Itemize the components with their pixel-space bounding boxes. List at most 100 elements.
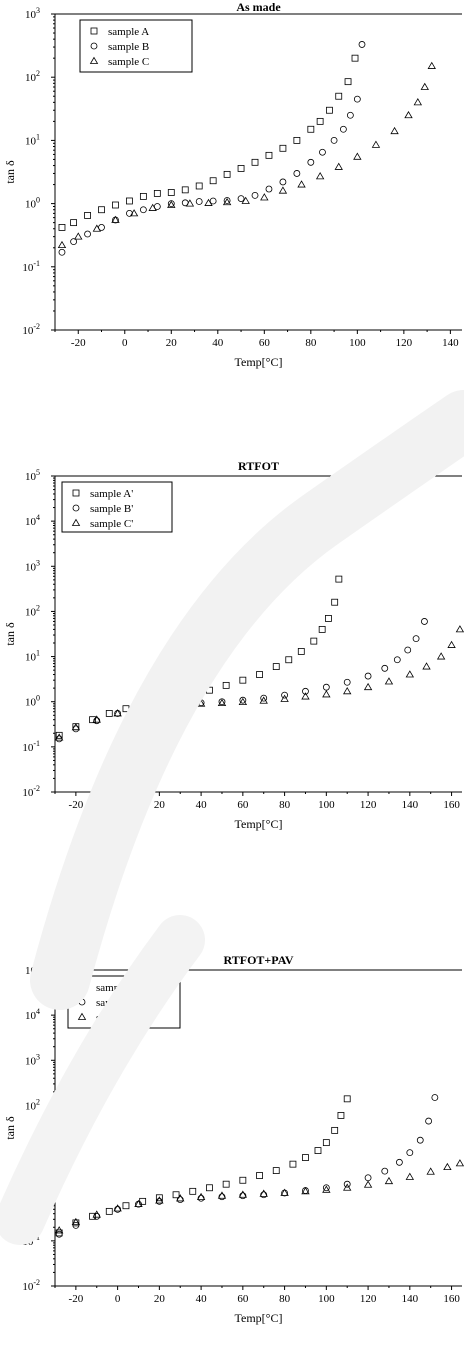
y-tick-label: 103 — [25, 6, 40, 21]
legend-box — [79, 19, 193, 73]
data-point-square — [302, 1154, 309, 1161]
y-tick-label: 102 — [25, 69, 40, 84]
data-point-circle — [293, 170, 301, 177]
data-point-triangle — [278, 186, 288, 194]
data-point-circle — [381, 1167, 389, 1175]
data-point-triangle — [455, 625, 464, 633]
data-point-triangle — [334, 162, 343, 170]
data-point-triangle — [238, 1190, 248, 1198]
data-point-square — [223, 170, 231, 178]
data-point-circle — [195, 198, 203, 205]
data-point-triangle — [405, 1172, 415, 1180]
data-point-square — [181, 186, 189, 194]
data-point-square — [256, 1172, 263, 1179]
x-tick-label: 20 — [154, 1293, 166, 1305]
data-point-triangle — [371, 140, 381, 148]
data-point-square — [307, 125, 315, 133]
chart-title: RTFOT — [238, 459, 279, 473]
data-point-circle — [322, 1184, 330, 1192]
data-point-square — [112, 201, 119, 209]
data-point-square — [189, 1187, 197, 1195]
data-point-circle — [239, 1192, 247, 1200]
y-tick-label: 105 — [25, 962, 40, 977]
data-point-circle — [84, 230, 91, 238]
data-point-circle — [307, 158, 315, 166]
data-point-circle — [343, 678, 351, 686]
data-point-square — [325, 615, 332, 622]
x-tick-label: 100 — [349, 337, 366, 349]
data-point-triangle — [427, 61, 436, 69]
data-point-triangle — [148, 203, 157, 211]
data-point-square — [335, 575, 343, 583]
data-point-square — [206, 686, 213, 694]
data-point-circle — [381, 664, 389, 672]
data-point-triangle — [343, 687, 352, 695]
data-point-circle — [319, 148, 326, 156]
data-point-circle — [431, 1094, 439, 1101]
y-tick-label: 101 — [25, 1143, 40, 1158]
data-point-circle — [353, 95, 361, 103]
x-axis-title: Temp[°C] — [235, 1311, 283, 1325]
y-tick-label: 102 — [25, 1097, 40, 1112]
data-point-square — [265, 151, 273, 159]
data-point-triangle — [260, 193, 269, 201]
data-point-square — [272, 1167, 280, 1175]
data-point-square — [344, 78, 352, 86]
data-point-square — [256, 671, 263, 678]
data-point-circle — [260, 1191, 268, 1199]
data-point-square — [279, 144, 287, 152]
data-point-circle — [223, 197, 231, 204]
x-axis-title: Temp[°C] — [235, 817, 283, 831]
data-point-circle — [364, 1174, 372, 1182]
data-point-square — [126, 197, 133, 205]
legend-label: sample B'' — [96, 997, 141, 1009]
data-point-circle — [393, 656, 401, 664]
data-point-triangle — [259, 1189, 268, 1197]
data-point-triangle — [222, 197, 232, 206]
data-point-square — [251, 158, 259, 166]
data-point-square — [122, 1202, 130, 1210]
data-point-square — [272, 663, 280, 670]
data-point-triangle — [301, 1187, 310, 1195]
data-point-square — [105, 710, 113, 717]
data-point-square — [153, 190, 161, 197]
y-tick-label: 101 — [25, 649, 40, 664]
data-point-circle — [412, 635, 420, 643]
data-point-triangle — [447, 640, 456, 648]
data-point-circle — [55, 735, 63, 743]
data-point-triangle — [390, 126, 399, 135]
data-point-circle — [93, 717, 101, 725]
data-point-square — [189, 691, 197, 698]
data-point-square — [237, 165, 245, 172]
data-point-circle — [58, 248, 66, 256]
y-tick-label: 103 — [25, 558, 40, 573]
data-point-circle — [421, 618, 428, 625]
data-point-square — [239, 676, 247, 684]
data-point-square — [222, 1180, 230, 1188]
data-point-circle — [176, 1196, 184, 1204]
data-point-square — [206, 1184, 213, 1192]
data-point-square — [343, 1095, 351, 1103]
data-point-square — [337, 1112, 345, 1119]
x-tick-label: 60 — [259, 337, 271, 349]
x-tick-label: 40 — [196, 799, 208, 811]
data-point-circle — [343, 1180, 351, 1188]
x-tick-label: 160 — [443, 1293, 460, 1305]
data-point-circle — [406, 1149, 414, 1157]
data-point-triangle — [74, 232, 83, 240]
data-point-square — [222, 681, 230, 689]
x-tick-label: 20 — [166, 337, 178, 349]
data-point-triangle — [167, 200, 176, 208]
data-point-square — [318, 625, 326, 633]
x-tick-label: -20 — [69, 1293, 84, 1305]
data-point-circle — [279, 178, 287, 186]
y-tick-label: 104 — [25, 513, 40, 528]
data-point-square — [58, 224, 66, 231]
y-tick-label: 10-2 — [22, 1278, 40, 1293]
data-point-square — [289, 1160, 297, 1168]
data-point-triangle — [129, 209, 139, 217]
data-point-triangle — [363, 682, 373, 691]
chart-as-made: As made -20 0 20 40 60 80 100 120 140 10-2 10-1 100 1… — [3, 0, 462, 369]
y-tick-label: 102 — [25, 603, 40, 618]
data-point-triangle — [315, 172, 325, 180]
